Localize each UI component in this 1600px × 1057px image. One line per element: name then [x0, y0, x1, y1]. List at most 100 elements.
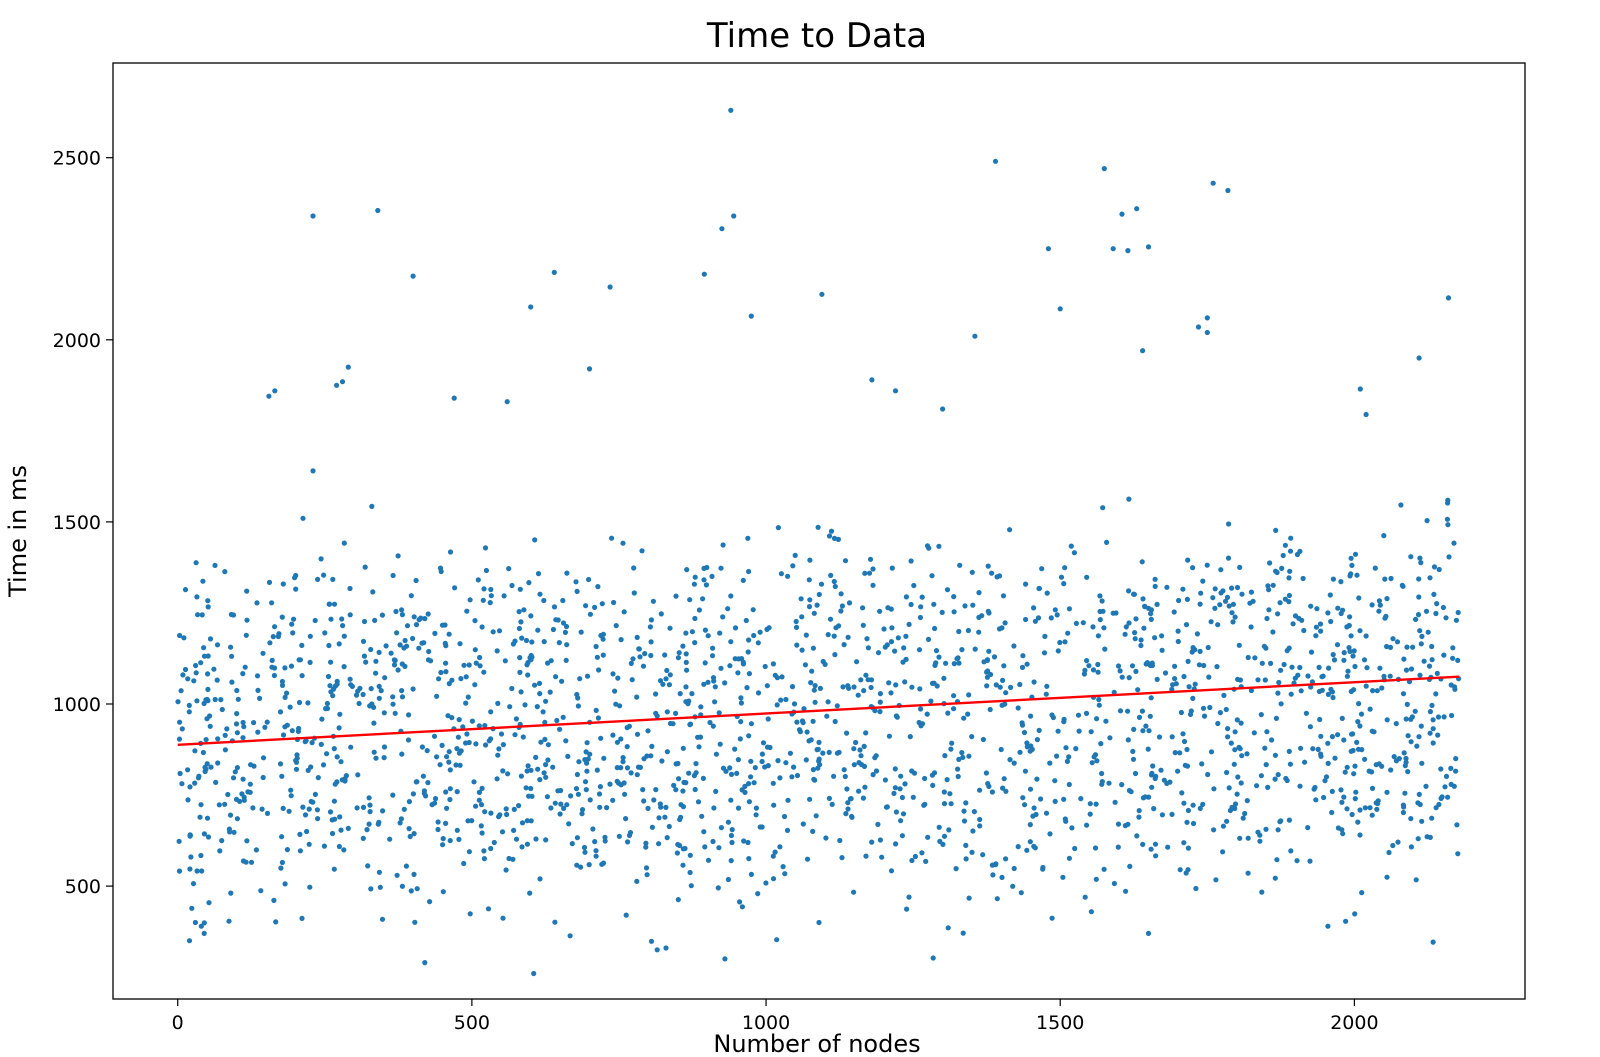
data-point	[299, 642, 305, 649]
data-point	[1330, 652, 1336, 658]
data-point	[503, 806, 509, 812]
data-point	[818, 581, 825, 587]
data-point	[1334, 642, 1341, 648]
data-point	[511, 806, 517, 813]
data-point	[1035, 615, 1042, 621]
data-point	[600, 631, 607, 637]
data-point	[1439, 794, 1445, 800]
data-point	[472, 618, 478, 624]
data-point	[1264, 729, 1270, 735]
data-point	[367, 802, 373, 808]
data-point	[399, 883, 405, 889]
data-point	[1300, 575, 1306, 582]
data-point	[712, 684, 718, 690]
data-point	[800, 720, 806, 726]
data-point	[745, 839, 751, 846]
data-point	[1072, 845, 1078, 852]
data-point	[722, 956, 728, 962]
data-point	[941, 675, 947, 681]
data-point	[207, 723, 213, 729]
data-point	[1356, 595, 1362, 601]
data-point	[944, 587, 951, 593]
data-point	[267, 640, 273, 646]
data-point	[308, 764, 314, 770]
data-point	[941, 833, 948, 839]
data-point	[345, 364, 351, 370]
data-point	[455, 734, 461, 740]
data-point	[837, 837, 843, 844]
data-point	[728, 639, 734, 645]
data-point	[1139, 559, 1145, 565]
data-point	[806, 577, 812, 583]
data-point	[334, 678, 340, 685]
data-point	[177, 719, 183, 725]
data-point	[1140, 795, 1146, 801]
data-point	[1258, 712, 1264, 718]
data-point	[643, 844, 649, 850]
data-point	[1387, 644, 1394, 651]
data-point	[575, 703, 582, 709]
data-point	[634, 634, 640, 641]
data-point	[271, 672, 277, 679]
data-point	[497, 812, 503, 818]
data-point	[1003, 690, 1009, 696]
data-point	[543, 698, 549, 704]
data-point	[1348, 633, 1354, 639]
data-point	[680, 804, 687, 810]
data-point	[1136, 714, 1143, 721]
data-point	[1134, 833, 1140, 839]
data-point	[1175, 638, 1181, 645]
data-point	[251, 720, 257, 726]
data-point	[1238, 780, 1244, 786]
data-point	[585, 756, 591, 762]
data-point	[1390, 636, 1396, 642]
data-point	[1034, 737, 1040, 743]
data-point	[516, 625, 523, 632]
data-point	[1069, 825, 1075, 831]
data-point	[607, 781, 613, 787]
data-point	[234, 816, 240, 822]
data-point	[290, 630, 296, 636]
data-point	[243, 632, 249, 638]
data-point	[1184, 819, 1190, 825]
data-point	[1317, 716, 1323, 723]
data-point	[314, 807, 320, 813]
data-point	[1001, 663, 1007, 669]
data-point	[535, 627, 541, 633]
data-point	[309, 740, 315, 746]
data-point	[1323, 774, 1330, 780]
data-point	[1328, 618, 1334, 625]
data-point	[1130, 748, 1136, 755]
data-point	[541, 639, 547, 645]
data-point	[244, 588, 250, 594]
data-point	[1419, 818, 1425, 824]
data-point	[312, 617, 318, 624]
data-point	[1329, 788, 1335, 795]
data-point	[1190, 646, 1196, 653]
data-point	[568, 793, 574, 799]
data-point	[1355, 746, 1362, 752]
data-point	[1199, 761, 1205, 767]
data-point	[1055, 728, 1061, 734]
data-point	[1384, 789, 1390, 795]
data-point	[334, 382, 340, 388]
data-point	[936, 543, 942, 549]
data-point	[552, 800, 558, 806]
data-point	[200, 749, 206, 756]
data-point	[810, 718, 816, 724]
data-point	[399, 694, 406, 700]
data-point	[1288, 848, 1294, 854]
data-point	[457, 641, 463, 647]
data-point	[305, 700, 311, 706]
data-point	[735, 805, 742, 811]
data-point	[851, 889, 857, 895]
data-point	[683, 780, 689, 786]
data-point	[1123, 888, 1129, 894]
data-point	[634, 772, 640, 778]
data-point	[1154, 676, 1160, 683]
data-point	[1369, 602, 1375, 608]
data-point	[182, 666, 189, 673]
data-point	[609, 535, 615, 541]
data-point	[734, 770, 740, 777]
data-point	[710, 645, 716, 651]
